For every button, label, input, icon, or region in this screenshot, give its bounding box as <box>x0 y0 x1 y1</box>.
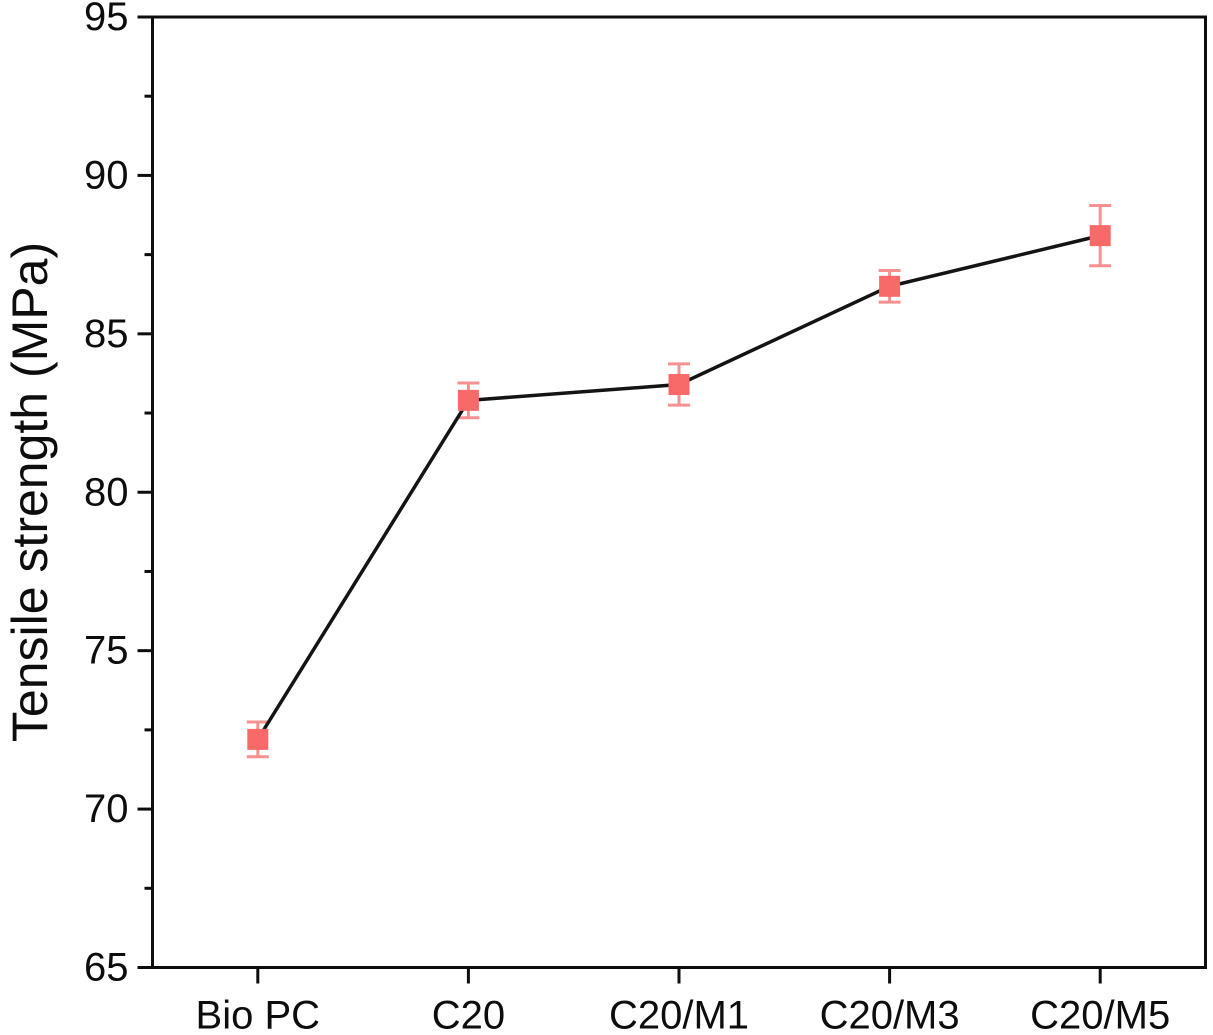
x-tick-labels: Bio PC C20 C20/M1 C20/M3 C20/M5 <box>196 994 1171 1035</box>
x-tick-label: C20/M3 <box>820 994 960 1035</box>
series-polyline <box>256 233 1101 741</box>
y-tick-label: 80 <box>84 470 129 514</box>
y-tick-label: 75 <box>84 629 129 673</box>
series-line <box>256 233 1101 741</box>
data-markers <box>247 225 1111 750</box>
data-point-marker <box>247 728 269 750</box>
x-tick-label: C20/M1 <box>609 994 749 1035</box>
y-axis-title: Tensile strength (MPa) <box>2 242 58 742</box>
plot-frame <box>151 15 1207 969</box>
x-tick-label: Bio PC <box>196 994 321 1035</box>
data-point-marker <box>1089 225 1111 247</box>
x-tick-label: C20 <box>432 994 505 1035</box>
y-tick-label: 85 <box>84 312 129 356</box>
y-major-ticks <box>137 15 153 969</box>
data-point-marker <box>457 389 479 411</box>
data-point-marker <box>668 374 690 396</box>
error-bars <box>246 204 1112 759</box>
y-tick-label: 95 <box>84 0 129 39</box>
y-tick-label: 90 <box>84 153 129 197</box>
x-major-ticks <box>256 967 1102 984</box>
x-tick-label: C20/M5 <box>1030 994 1170 1035</box>
y-tick-labels: 65 70 75 80 85 90 95 <box>84 0 129 990</box>
y-tick-label: 65 <box>84 946 129 990</box>
y-tick-label: 70 <box>84 787 129 831</box>
data-point-marker <box>879 275 901 297</box>
